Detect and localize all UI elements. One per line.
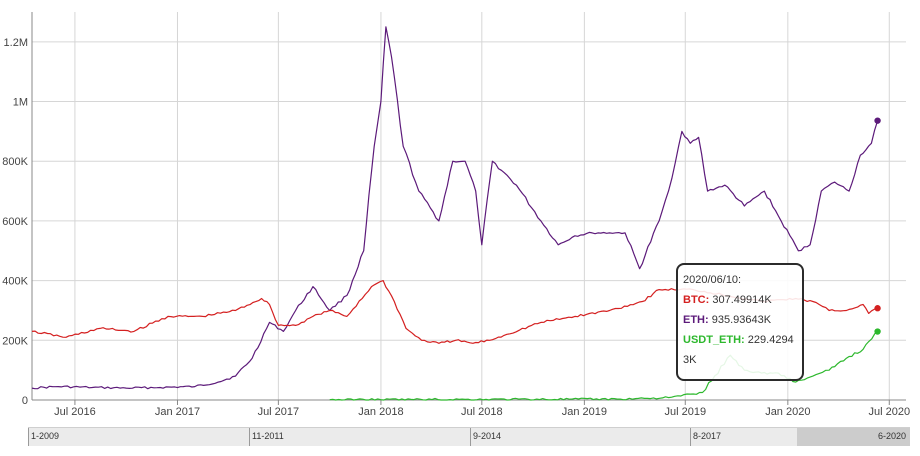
- y-tick-label: 200K: [2, 335, 28, 347]
- navigator-label: 11-2011: [252, 431, 284, 441]
- y-tick-label: 400K: [2, 276, 28, 288]
- tooltip-series-value: 935.93643K: [711, 314, 772, 326]
- tooltip: 2020/06/10: BTC: 307.49914K ETH: 935.936…: [676, 263, 804, 381]
- tooltip-row-usdt: USDT_ETH: 229.4294: [683, 330, 797, 350]
- y-tick-label: 1.2M: [4, 37, 28, 49]
- y-tick-label: 0: [22, 395, 28, 407]
- tooltip-series-value: 229.4294: [747, 334, 794, 346]
- navigator-divider: [28, 428, 29, 446]
- navigator-selected-range[interactable]: [797, 428, 910, 446]
- tooltip-date: 2020/06/10:: [683, 274, 742, 286]
- navigator-label: 9-2014: [473, 431, 502, 441]
- x-tick-label: Jul 2019: [664, 406, 706, 418]
- tooltip-series-value: 307.49914K: [712, 294, 772, 306]
- x-tick-label: Jul 2016: [54, 406, 96, 418]
- series-end-point-eth[interactable]: [874, 117, 881, 124]
- x-tick-label: Jul 2018: [461, 406, 503, 418]
- navigator-divider: [470, 428, 471, 446]
- navigator-divider: [690, 428, 691, 446]
- axes: 0 200K 400K 600K 800K 1M 1.2M Jul 2016 Jan 2017 J…: [2, 12, 910, 418]
- x-tick-label: Jul 2020: [868, 406, 910, 418]
- navigator-label: 6-2020: [877, 431, 906, 441]
- tooltip-extra: 3K: [683, 354, 697, 366]
- series-end-point-btc[interactable]: [874, 305, 881, 312]
- tooltip-row-btc: BTC: 307.49914K: [683, 290, 797, 310]
- tooltip-series-name: ETH:: [683, 314, 709, 326]
- tooltip-series-name: USDT_ETH:: [683, 334, 745, 346]
- tooltip-row-eth: ETH: 935.93643K: [683, 310, 797, 330]
- navigator-label: 8-2017: [693, 431, 722, 441]
- x-tick-label: Jan 2020: [765, 406, 810, 418]
- x-tick-label: Jul 2017: [258, 406, 300, 418]
- x-tick-label: Jan 2017: [155, 406, 200, 418]
- x-tick-label: Jan 2019: [562, 406, 607, 418]
- tooltip-series-name: BTC:: [683, 294, 710, 306]
- range-navigator[interactable]: 1-2009 11-2011 9-2014 8-2017 6-2020: [28, 427, 910, 446]
- navigator-divider: [249, 428, 250, 446]
- navigator-label: 1-2009: [31, 431, 60, 441]
- series-end-point-usdt-eth[interactable]: [874, 328, 881, 335]
- markers: [874, 117, 881, 335]
- y-tick-label: 1M: [13, 97, 28, 109]
- y-tick-label: 800K: [2, 156, 28, 168]
- series-line-eth: [31, 26, 879, 390]
- x-tick-label: Jan 2018: [358, 406, 403, 418]
- y-tick-label: 600K: [2, 216, 28, 228]
